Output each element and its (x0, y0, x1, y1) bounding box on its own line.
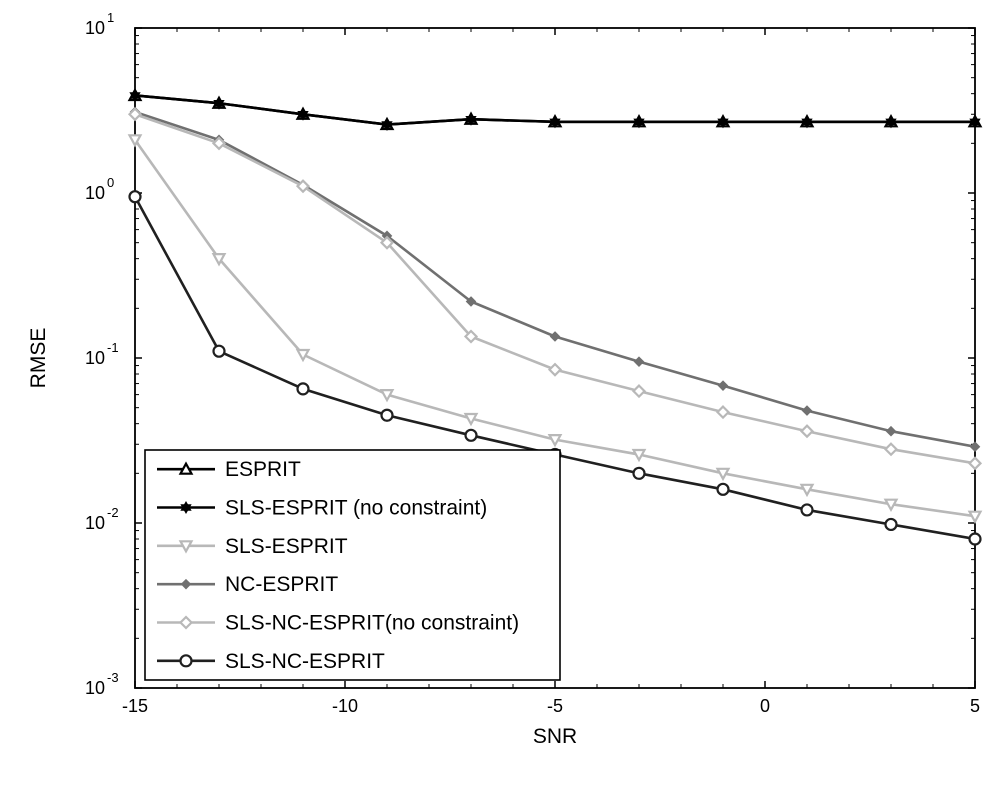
x-tick-label: 5 (970, 696, 980, 716)
svg-text:1: 1 (107, 10, 114, 25)
svg-text:10: 10 (85, 183, 105, 203)
legend-box (145, 450, 560, 680)
svg-text:-3: -3 (107, 670, 119, 685)
x-tick-label: -10 (332, 696, 358, 716)
legend-label: ESPRIT (225, 458, 301, 481)
svg-text:10: 10 (85, 18, 105, 38)
svg-text:0: 0 (107, 175, 114, 190)
y-tick-label: 10-1 (85, 340, 119, 368)
legend-label: SLS-ESPRIT (no constraint) (225, 497, 487, 520)
x-axis-label: SNR (533, 725, 577, 748)
y-tick-label: 100 (85, 175, 114, 203)
svg-text:10: 10 (85, 348, 105, 368)
chart-svg: -15-10-50510-310-210-1100101SNRRMSEESPRI… (0, 0, 1000, 793)
legend-label: NC-ESPRIT (225, 573, 338, 596)
y-tick-label: 10-2 (85, 505, 119, 533)
y-axis-label: RMSE (27, 328, 50, 389)
svg-text:-1: -1 (107, 340, 119, 355)
legend-label: SLS-NC-ESPRIT(no constraint) (225, 612, 519, 635)
svg-text:-2: -2 (107, 505, 119, 520)
y-tick-label: 10-3 (85, 670, 119, 698)
svg-text:10: 10 (85, 513, 105, 533)
x-tick-label: 0 (760, 696, 770, 716)
chart-container: -15-10-50510-310-210-1100101SNRRMSEESPRI… (0, 0, 1000, 793)
y-tick-label: 101 (85, 10, 114, 38)
series-sls_nc_noc (135, 114, 975, 463)
legend-label: SLS-ESPRIT (225, 535, 348, 558)
x-tick-label: -15 (122, 696, 148, 716)
series-nc (135, 112, 975, 447)
svg-text:10: 10 (85, 678, 105, 698)
x-tick-label: -5 (547, 696, 563, 716)
legend-label: SLS-NC-ESPRIT (225, 650, 385, 673)
